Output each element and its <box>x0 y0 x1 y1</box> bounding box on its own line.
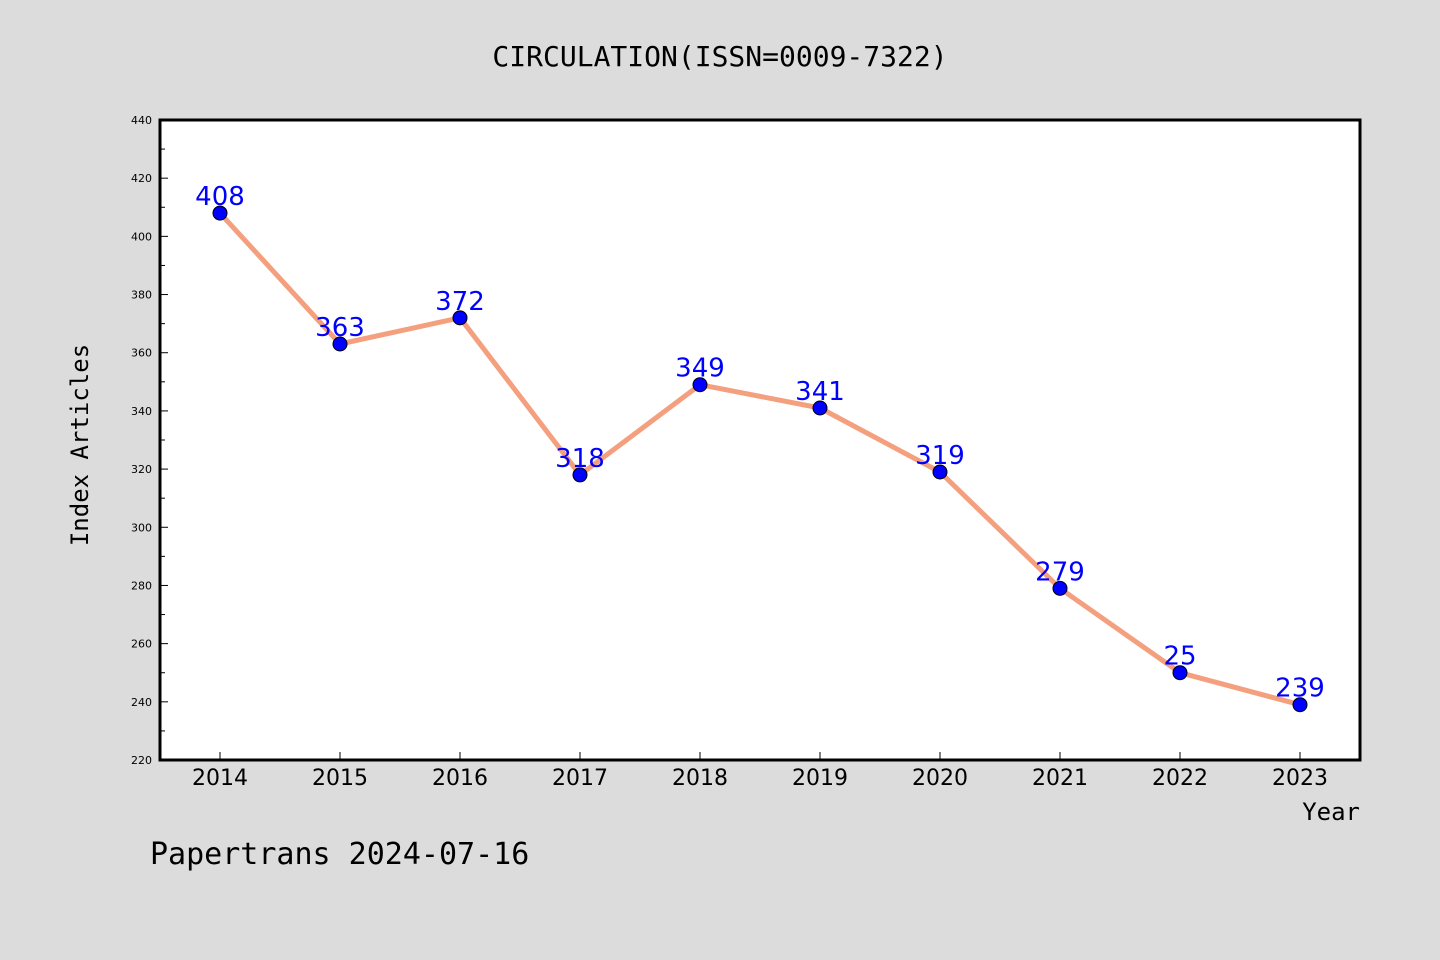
data-point <box>1292 697 1308 713</box>
chart-title: CIRCULATION(ISSN=0009-7322) <box>492 40 947 73</box>
data-label: 341 <box>795 377 845 407</box>
y-axis-label: Index Articles <box>66 344 94 546</box>
data-point <box>692 377 708 393</box>
x-tick-label: 2023 <box>1272 766 1328 791</box>
x-tick-label: 2019 <box>792 766 848 791</box>
data-label: 363 <box>315 313 365 343</box>
y-tick-label: 260 <box>131 638 152 651</box>
data-point <box>932 464 948 480</box>
x-tick-label: 2017 <box>552 766 608 791</box>
series <box>212 205 1308 713</box>
data-point <box>1172 665 1188 681</box>
x-tick-label: 2018 <box>672 766 728 791</box>
y-tick-label: 280 <box>131 579 152 592</box>
data-label: 408 <box>195 182 245 212</box>
x-axis-label: Year <box>1302 798 1360 826</box>
data-label: 318 <box>555 444 605 474</box>
footer-credit: Papertrans 2024-07-16 <box>150 837 529 872</box>
y-tick-label: 440 <box>131 114 152 127</box>
x-tick-label: 2020 <box>912 766 968 791</box>
y-tick-label: 300 <box>131 521 152 534</box>
data-label: 349 <box>675 354 725 384</box>
data-point <box>332 336 348 352</box>
y-tick-label: 340 <box>131 405 152 418</box>
plot-area <box>158 118 1362 762</box>
data-point <box>452 310 468 326</box>
data-label: 319 <box>915 441 965 471</box>
x-tick-label: 2022 <box>1152 766 1208 791</box>
x-tick-label: 2021 <box>1032 766 1088 791</box>
y-tick-label: 220 <box>131 754 152 767</box>
series-line <box>217 210 1303 708</box>
x-tick-label: 2015 <box>312 766 368 791</box>
y-tick-label: 240 <box>131 696 152 709</box>
x-axis-ticks: 2014 2015 2016 2017 2018 2019 2020 2021 2022 2023 <box>192 752 1328 791</box>
x-tick-label: 2016 <box>432 766 488 791</box>
data-point <box>212 205 228 221</box>
data-labels: 408 363 372 318 349 341 319 279 25 239 <box>195 182 1325 704</box>
x-tick-label: 2014 <box>192 766 248 791</box>
data-point <box>812 400 828 416</box>
y-tick-label: 420 <box>131 172 152 185</box>
data-label: 372 <box>435 287 485 317</box>
y-tick-label: 380 <box>131 289 152 302</box>
y-axis-ticks: 220 240 260 280 300 320 340 360 380 400 420 440 <box>131 114 168 767</box>
data-label: 239 <box>1275 674 1325 704</box>
data-label: 25 <box>1163 642 1196 672</box>
data-point <box>572 467 588 483</box>
y-tick-label: 320 <box>131 463 152 476</box>
data-point <box>1052 580 1068 596</box>
y-tick-label: 400 <box>131 230 152 243</box>
data-label: 279 <box>1035 557 1085 587</box>
y-tick-label: 360 <box>131 347 152 360</box>
